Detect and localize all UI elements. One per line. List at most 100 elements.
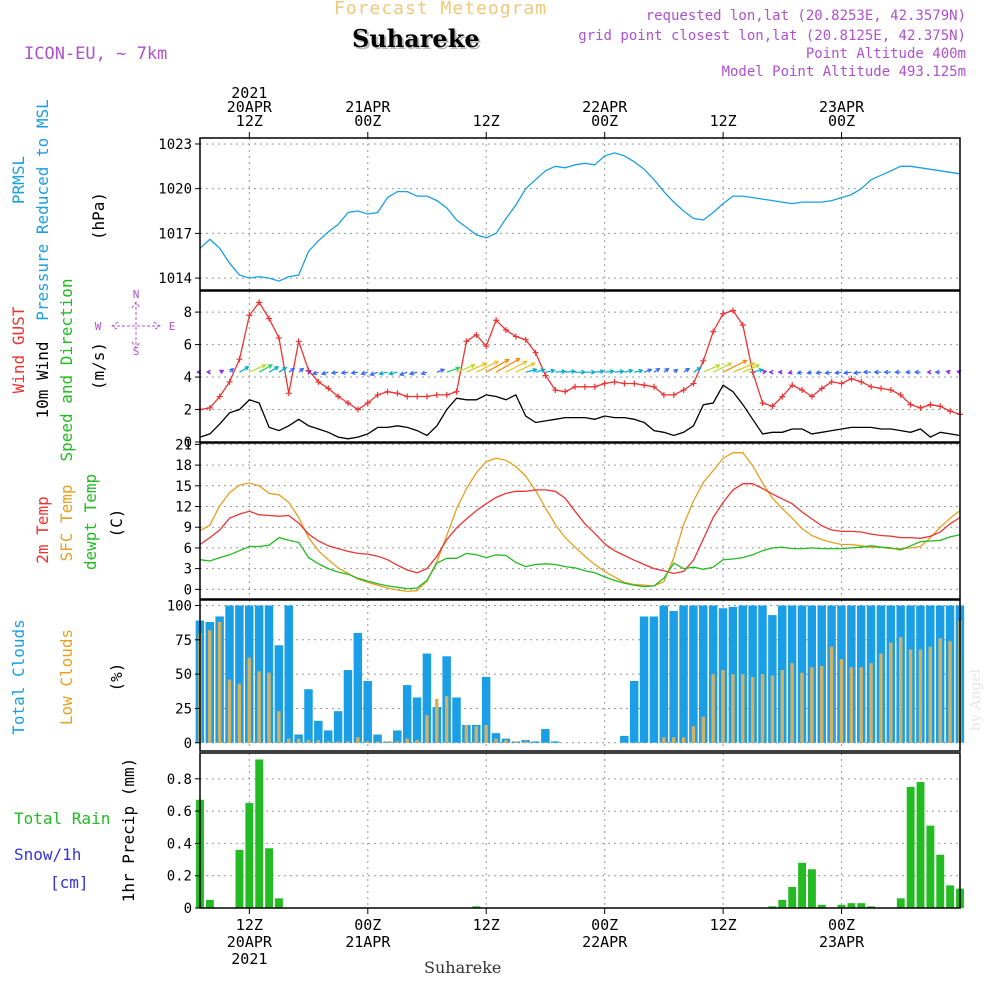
total-cloud-bar	[314, 720, 323, 743]
rain-bar	[275, 898, 283, 908]
low-cloud-bar	[257, 671, 261, 743]
low-cloud-bar	[435, 698, 439, 743]
gust-marker	[384, 388, 391, 395]
gust-marker	[739, 322, 746, 329]
panel-axis-label: (m/s)	[89, 342, 108, 390]
wind-arrow	[873, 369, 882, 375]
total-cloud-bar	[353, 632, 363, 743]
low-cloud-bar	[484, 724, 488, 743]
gust-marker	[878, 385, 885, 392]
low-cloud-bar	[849, 667, 854, 743]
low-cloud-bar	[296, 738, 301, 743]
panel-axis-label: 10m Wind	[33, 341, 52, 418]
low-cloud-bar	[356, 737, 360, 743]
wind-arrow	[852, 370, 862, 376]
low-cloud-bar	[287, 738, 291, 743]
gust-marker	[858, 378, 865, 385]
total-cloud-bar	[620, 735, 629, 743]
gust-line	[199, 301, 961, 416]
rain-bar	[778, 899, 787, 908]
wind-arrow	[634, 368, 644, 374]
wind-arrow	[862, 369, 872, 375]
wind-arrow	[693, 367, 702, 373]
precip-legend-label: Total Rain	[14, 809, 110, 828]
gust-marker	[690, 380, 697, 387]
wind-arrow	[446, 366, 461, 373]
gust-marker	[562, 388, 569, 395]
bottom-time-label: 23APR	[819, 933, 865, 951]
wind-arrow	[722, 359, 748, 373]
gust-marker	[493, 317, 500, 324]
compass-s: S	[133, 345, 140, 358]
panel-axis-label: (hPa)	[89, 192, 108, 240]
wind-arrow	[268, 366, 280, 373]
y-tick-label: 18	[175, 458, 192, 474]
low-cloud-bar	[671, 737, 676, 743]
low-cloud-bar	[790, 663, 794, 743]
gust-marker	[512, 333, 519, 340]
bottom-time-label: 2021	[231, 950, 267, 968]
total-cloud-bar	[491, 733, 501, 743]
wind-arrow	[388, 370, 398, 376]
total-cloud-bar	[412, 697, 422, 743]
low-cloud-bar	[908, 649, 913, 743]
panel-axis-label: SFC Temp	[57, 484, 76, 561]
wind-arrow	[742, 364, 761, 373]
total-cloud-bar	[284, 605, 293, 743]
pressure-line	[199, 152, 961, 282]
panel-frame-pressure	[199, 137, 961, 291]
gust-marker	[552, 387, 559, 394]
total-cloud-bar	[363, 680, 372, 743]
rain-bar	[255, 759, 264, 908]
wind-arrow	[904, 369, 911, 375]
gust-marker	[246, 312, 253, 319]
gust-marker	[532, 349, 539, 356]
gust-marker	[483, 343, 490, 350]
low-cloud-bar	[415, 740, 419, 743]
gust-marker	[236, 356, 243, 363]
low-cloud-bar	[820, 665, 824, 743]
panel-axis-label: (%)	[107, 663, 126, 692]
compass-w: W	[95, 320, 102, 333]
wind-arrow	[752, 367, 764, 373]
wind-arrow	[768, 369, 774, 375]
top-time-label: 00Z	[354, 112, 381, 130]
low-cloud-bar	[780, 670, 784, 743]
wind-arrow	[340, 370, 349, 376]
low-cloud-bar	[425, 715, 429, 743]
low-cloud-bar	[800, 672, 804, 743]
bottom-time-label: 20APR	[227, 933, 273, 951]
gust-marker	[581, 383, 588, 390]
rain-bar	[768, 906, 777, 908]
wind-arrow	[350, 370, 359, 376]
wind-arrow	[258, 364, 273, 373]
gust-marker	[818, 385, 825, 392]
low-cloud-bar	[879, 653, 883, 743]
wind-arrow	[360, 370, 368, 376]
low-cloud-bar	[523, 741, 528, 743]
low-cloud-bar	[346, 741, 350, 743]
low-cloud-bar	[711, 674, 715, 743]
total-cloud-bar	[659, 605, 669, 743]
wind-arrow	[913, 369, 921, 375]
low-cloud-bar	[267, 672, 271, 743]
gust-marker	[256, 299, 263, 306]
wind-arrow	[330, 370, 339, 376]
wind-arrow	[505, 360, 528, 373]
wind-arrow	[408, 370, 418, 376]
wind-arrow	[824, 370, 832, 376]
wind-arrow	[683, 367, 691, 373]
wind-arrow	[525, 367, 538, 373]
low-cloud-bar	[395, 741, 399, 743]
gust-marker	[789, 382, 796, 389]
total-cloud-bar	[452, 697, 461, 743]
total-cloud-bar	[323, 730, 333, 743]
rain-bar	[906, 786, 915, 908]
top-time-label: 12Z	[236, 112, 263, 130]
y-tick-label: 0	[184, 901, 192, 917]
gridpoint-coords: grid point closest lon,lat (20.8125E, 42…	[578, 28, 966, 44]
rain-bar	[837, 904, 846, 908]
low-cloud-bar	[869, 663, 873, 743]
rain-bar	[847, 903, 856, 908]
rain-bar	[857, 903, 866, 908]
